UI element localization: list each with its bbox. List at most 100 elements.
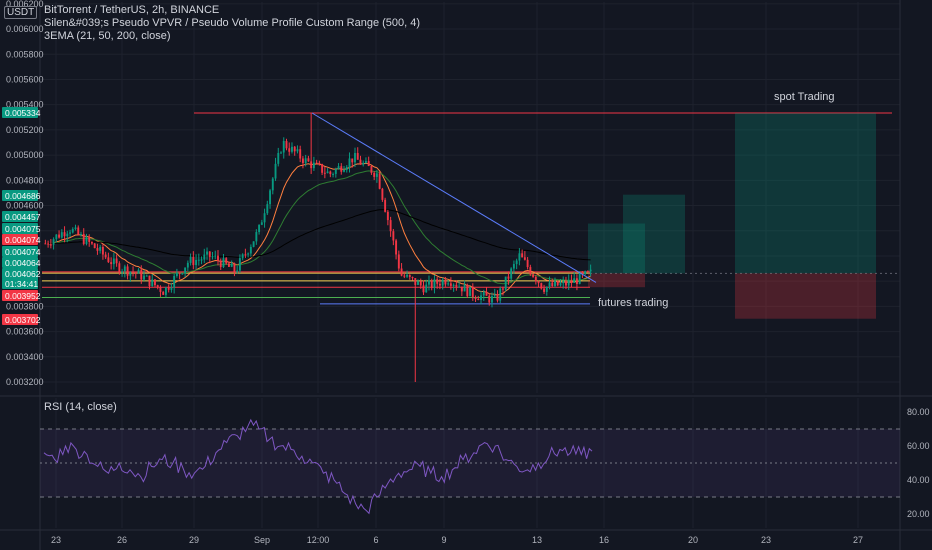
candle-body <box>554 280 556 287</box>
candle-body <box>85 236 88 244</box>
candle-body <box>375 173 378 177</box>
candle-body <box>164 287 167 295</box>
price-tag-label: 01:34:41 <box>5 279 38 289</box>
candle-body <box>263 213 266 223</box>
rsi-pane <box>40 418 900 515</box>
candle-body <box>310 161 313 169</box>
candle-body <box>184 267 187 274</box>
candle-body <box>211 256 214 258</box>
rsi-axis: 80.00 60.00 40.00 20.00 <box>907 407 930 519</box>
candle-body <box>562 280 565 284</box>
candle-body <box>282 141 285 153</box>
candle-body <box>471 286 474 298</box>
candle-body <box>573 278 576 283</box>
candle-body <box>378 173 381 189</box>
time-axis[interactable]: 23 26 29 Sep 12:00 6 9 13 16 20 23 27 <box>51 535 863 545</box>
candle-body <box>134 272 137 274</box>
price-tag <box>2 190 38 201</box>
price-tick-label: 0.006000 <box>6 24 44 34</box>
trendline[interactable] <box>311 112 597 283</box>
candle-body <box>173 276 176 288</box>
profit-zone <box>623 194 685 274</box>
candle-body <box>430 280 433 288</box>
candle-body <box>123 266 126 272</box>
candle-body <box>60 232 63 238</box>
candles <box>44 113 592 382</box>
candle-body <box>93 243 96 249</box>
price-tag-label: 0.004064 <box>5 258 41 268</box>
price-tick-label: 0.005400 <box>6 100 44 110</box>
time-tick-label: 6 <box>373 535 378 545</box>
candle-body <box>482 291 485 296</box>
candle-body <box>101 246 104 255</box>
price-tag <box>2 278 38 289</box>
price-tick-label: 0.003400 <box>6 352 44 362</box>
candle-body <box>537 281 540 284</box>
candle-body <box>419 281 422 286</box>
currency-unit-badge[interactable]: USDT <box>4 6 38 19</box>
candle-body <box>543 288 546 292</box>
candle-body <box>96 248 99 251</box>
candle-body <box>236 270 239 272</box>
candle-body <box>244 254 247 256</box>
candle-body <box>66 233 69 237</box>
candle-body <box>334 169 337 174</box>
candle-body <box>323 172 326 174</box>
candle-body <box>417 281 419 285</box>
candle-body <box>271 178 274 191</box>
candle-body <box>570 280 573 283</box>
ema-50-line <box>45 170 591 285</box>
candle-body <box>340 166 343 172</box>
price-tag-label: 0.004075 <box>5 224 41 234</box>
candle-body <box>63 232 66 237</box>
candle-body <box>496 294 499 301</box>
candle-body <box>474 297 477 300</box>
descending-trendline <box>311 112 597 283</box>
indicator-ema-label[interactable]: 3EMA (21, 50, 200, close) <box>44 30 171 42</box>
time-tick-label: 23 <box>51 535 61 545</box>
price-tick-label: 0.005200 <box>6 125 44 135</box>
candle-body <box>488 295 491 303</box>
candle-body <box>55 234 58 240</box>
time-tick-label: 16 <box>599 535 609 545</box>
indicator-vpvr-label[interactable]: Silen&#039;s Pseudo VPVR / Pseudo Volume… <box>44 17 421 29</box>
candle-body <box>80 233 82 235</box>
chart-title[interactable]: BitTorrent / TetherUS, 2h, BINANCE <box>44 4 220 16</box>
price-tag <box>2 290 38 301</box>
profit-zone <box>735 113 876 274</box>
candle-body <box>208 251 211 258</box>
price-tick-label: 0.005800 <box>6 49 44 59</box>
candle-body <box>307 158 310 162</box>
price-tag-label: 0.003952 <box>5 291 41 301</box>
price-axis[interactable]: 0.006200 0.006000 0.005800 0.005600 0.005400… <box>6 0 44 387</box>
candle-body <box>252 241 255 247</box>
price-tick-label: 0.005600 <box>6 74 44 84</box>
time-tick-label: 12:00 <box>307 535 330 545</box>
candle-body <box>148 275 151 287</box>
loss-zone <box>735 273 876 319</box>
price-tag <box>2 257 38 268</box>
time-tick-label: 13 <box>532 535 542 545</box>
candle-body <box>107 257 110 263</box>
candle-body <box>584 271 587 274</box>
spot-trading-annotation[interactable]: spot Trading <box>774 91 835 103</box>
rsi-label[interactable]: RSI (14, close) <box>44 401 117 413</box>
candle-body <box>195 260 198 266</box>
candle-body <box>269 190 272 205</box>
candle-body <box>507 276 510 279</box>
candle-body <box>129 271 132 276</box>
futures-trading-annotation[interactable]: futures trading <box>598 297 669 309</box>
candle-body <box>241 254 244 259</box>
candle-body <box>499 288 502 301</box>
candle-body <box>534 276 537 282</box>
price-tick-label: 0.003600 <box>6 327 44 337</box>
candle-body <box>230 263 233 267</box>
profit-zone <box>588 223 645 274</box>
candle-body <box>384 199 387 212</box>
candle-body <box>403 275 406 277</box>
candle-body <box>77 227 80 235</box>
candle-body <box>469 286 472 297</box>
candle-body <box>425 284 428 293</box>
candle-body <box>266 204 269 214</box>
